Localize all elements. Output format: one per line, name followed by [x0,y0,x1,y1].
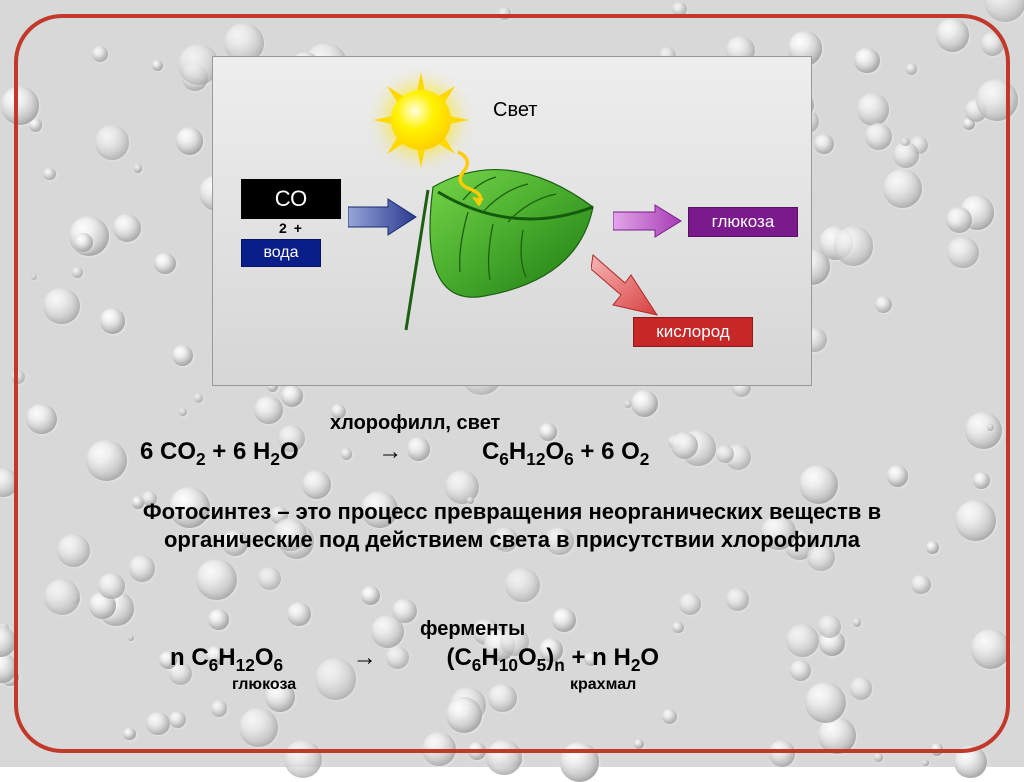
co2-text: СО [275,186,308,212]
leaf-icon [398,152,628,342]
photosynthesis-diagram: Свет [212,56,812,386]
glucose-box: глюкоза [688,207,798,237]
light-ray-icon [448,147,508,207]
eq1-formula: 6 СO2 + 6 H2O → С6H12O6 + 6 O2 [140,438,649,470]
slide-content: Свет [0,0,1024,767]
light-label: Свет [493,99,537,122]
eq2-label-right: крахмал [570,676,636,694]
water-text: вода [263,244,298,262]
eq2-condition: ферменты [420,618,525,641]
eq2-label-left: глюкоза [232,676,296,694]
eq1-condition: хлорофилл, свет [330,412,500,435]
definition-text: Фотосинтез – это процесс превращения нео… [130,498,894,554]
co2-subscript: 2 + [279,220,302,236]
oxygen-box: кислород [633,317,753,347]
glucose-text: глюкоза [712,212,775,232]
co2-box: СО [241,179,341,219]
eq2-formula: n С6H12O6 → (С6H10O5)n + n H2O [170,644,659,676]
water-box: вода [241,239,321,267]
oxygen-text: кислород [656,322,729,342]
